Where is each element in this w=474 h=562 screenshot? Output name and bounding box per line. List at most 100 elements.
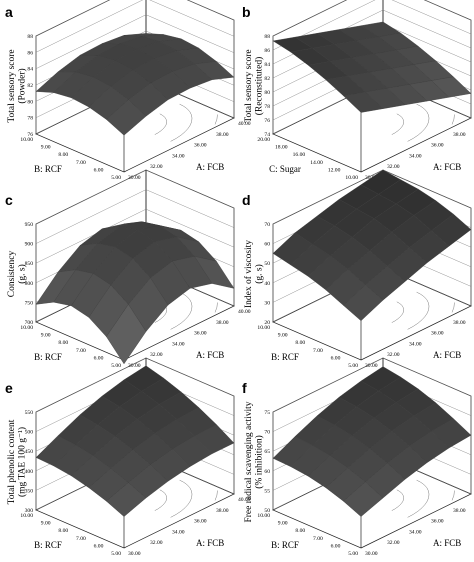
x-tick-label: 32.00 <box>387 540 400 546</box>
surface-patch <box>106 482 147 517</box>
gridline <box>35 14 235 69</box>
contour-line <box>154 489 167 511</box>
panel-letter: e <box>5 380 13 396</box>
y-tick-label: 9.00 <box>278 333 288 339</box>
y-tick-label: 6.00 <box>331 543 341 549</box>
z-tick-label: 900 <box>25 242 34 248</box>
contour-line <box>391 301 404 323</box>
x-tick-label: 30.00 <box>365 551 378 557</box>
z-tick-label: 84 <box>264 62 270 68</box>
x-tick-label: 36.00 <box>194 331 207 337</box>
z-tick-label: 750 <box>25 300 34 306</box>
y-tick-label: 10.00 <box>345 175 358 181</box>
response-surface <box>272 366 472 517</box>
y-tick-label: 6.00 <box>94 543 104 549</box>
axis-ticks: 30.0032.0034.0036.0038.0040.0010.0012.00… <box>257 34 465 181</box>
z-axis-title-line: Consistency <box>7 251 17 298</box>
contour-line <box>170 291 193 330</box>
x-tick-label: 38.00 <box>453 320 466 326</box>
x-axis-title: A: FCB <box>196 350 224 360</box>
y-tick-label: 10.00 <box>20 513 33 519</box>
x-tick-label: 40.00 <box>238 309 251 315</box>
x-tick-label: 36.00 <box>431 519 444 525</box>
y-tick-label: 6.00 <box>331 355 341 361</box>
z-tick-label: 20 <box>264 320 270 326</box>
z-axis-title-line: Total sensory score <box>7 49 17 122</box>
contour-line <box>214 490 218 501</box>
z-tick-label: 950 <box>25 222 34 228</box>
z-tick-label: 40 <box>264 281 270 287</box>
response-surface <box>35 221 235 365</box>
z-tick-label: 70 <box>264 430 270 436</box>
gridline <box>35 0 235 37</box>
x-tick-label: 32.00 <box>150 164 163 170</box>
z-tick-label: 84 <box>27 67 33 73</box>
x-axis-title: A: FCB <box>433 350 461 360</box>
y-tick-label: 10.00 <box>257 325 270 331</box>
panel-a: 30.00 32.00 34.00 36.00 38.00 40.00 5.00 6.00 7.… <box>5 0 251 181</box>
x-tick-label: 30.00 <box>128 175 141 181</box>
z-tick-label: 850 <box>25 261 34 267</box>
axis-ticks: 30.0032.0034.0036.0038.0040.005.006.007.… <box>20 34 250 181</box>
z-axis-title-line: (mg TAE 100 g⁻¹) <box>17 427 28 497</box>
z-tick-label: 450 <box>25 449 34 455</box>
x-tick-label: 36.00 <box>431 143 444 149</box>
contour-line <box>391 113 404 135</box>
x-tick-label: 34.00 <box>409 341 422 347</box>
y-axis-title: C: Sugar <box>269 164 301 174</box>
z-axis-title: Index of viscosity(g. s) <box>243 240 265 308</box>
x-tick-label: 38.00 <box>216 132 229 138</box>
surface-patch <box>343 481 384 517</box>
z-tick-label: 80 <box>27 99 33 105</box>
x-tick-label: 30.00 <box>365 363 378 369</box>
gridline <box>35 0 235 53</box>
x-tick-label: 40.00 <box>238 497 251 503</box>
axis-ticks: 30.0032.0034.0036.0038.0040.005.006.007.… <box>20 410 250 557</box>
x-tick-label: 36.00 <box>194 143 207 149</box>
y-axis-title: B: RCF <box>34 164 62 174</box>
z-tick-label: 75 <box>264 410 270 416</box>
z-axis-title: Total phenolic content(mg TAE 100 g⁻¹) <box>7 419 28 504</box>
z-tick-label: 88 <box>264 34 270 40</box>
y-tick-label: 8.00 <box>58 340 68 346</box>
contour-line <box>407 103 430 142</box>
y-axis-title: B: RCF <box>271 540 299 550</box>
x-tick-label: 38.00 <box>453 508 466 514</box>
z-tick-label: 86 <box>264 48 270 54</box>
z-tick-label: 76 <box>27 132 33 138</box>
y-tick-label: 8.00 <box>58 152 68 158</box>
surface-patch <box>106 304 147 365</box>
z-tick-label: 800 <box>25 281 34 287</box>
z-tick-label: 76 <box>264 118 270 124</box>
response-surface <box>272 21 472 113</box>
y-tick-label: 8.00 <box>295 340 305 346</box>
surface-patch <box>343 284 384 322</box>
z-tick-label: 50 <box>264 261 270 267</box>
z-axis-title-line: (g. s) <box>254 264 265 284</box>
z-axis-title-line: (Powder) <box>17 68 28 103</box>
response-surface <box>272 169 472 322</box>
y-tick-label: 16.00 <box>293 152 306 158</box>
contour-line <box>451 490 455 501</box>
floor-contours <box>154 103 218 142</box>
y-tick-label: 6.00 <box>94 167 104 173</box>
x-tick-label: 32.00 <box>150 540 163 546</box>
panel-letter: c <box>5 192 13 208</box>
z-tick-label: 50 <box>264 508 270 514</box>
surface-patch <box>106 99 147 136</box>
response-surface <box>35 33 235 136</box>
z-axis-title: Total sensory score(Reconstituted) <box>244 49 265 122</box>
gridline <box>272 0 472 37</box>
axis-ticks: 30.0032.0034.0036.0038.0040.005.006.007.… <box>257 410 466 557</box>
panel-letter: f <box>242 380 247 396</box>
z-tick-label: 65 <box>264 449 270 455</box>
z-tick-label: 78 <box>27 116 33 122</box>
z-axis-title: Total sensory score(Powder) <box>7 49 28 122</box>
y-tick-label: 7.00 <box>313 536 323 542</box>
x-tick-label: 30.00 <box>128 363 141 369</box>
gridline <box>35 208 235 264</box>
z-tick-label: 78 <box>264 104 270 110</box>
z-tick-label: 88 <box>27 34 33 40</box>
y-tick-label: 5.00 <box>111 551 121 557</box>
